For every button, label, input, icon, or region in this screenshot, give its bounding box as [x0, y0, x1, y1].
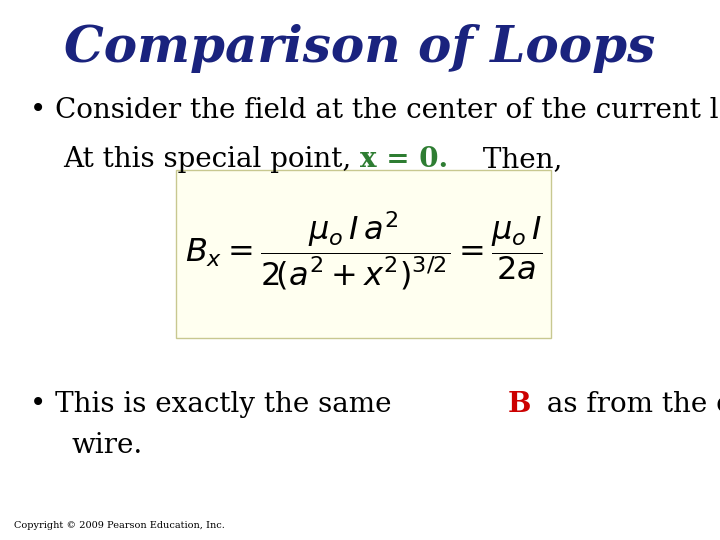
Text: as from the curved: as from the curved — [539, 392, 720, 418]
Text: wire.: wire. — [72, 432, 143, 459]
Text: • Consider the field at the center of the current loop.: • Consider the field at the center of th… — [30, 97, 720, 124]
Text: x = 0.: x = 0. — [360, 146, 448, 173]
Text: Copyright © 2009 Pearson Education, Inc.: Copyright © 2009 Pearson Education, Inc. — [14, 521, 225, 530]
Text: $B_x = \dfrac{\mu_o\, I\, a^2}{2\!\left(a^2+x^2\right)^{3/2}} = \dfrac{\mu_o\, I: $B_x = \dfrac{\mu_o\, I\, a^2}{2\!\left(… — [184, 210, 543, 292]
Text: B: B — [508, 392, 531, 418]
Text: • This is exactly the same: • This is exactly the same — [30, 392, 400, 418]
Text: At this special point,: At this special point, — [63, 146, 360, 173]
Text: Comparison of Loops: Comparison of Loops — [64, 24, 656, 73]
FancyBboxPatch shape — [176, 170, 551, 338]
Text: • This is exactly the same: • This is exactly the same — [30, 392, 400, 418]
Text: Then,: Then, — [474, 146, 562, 173]
